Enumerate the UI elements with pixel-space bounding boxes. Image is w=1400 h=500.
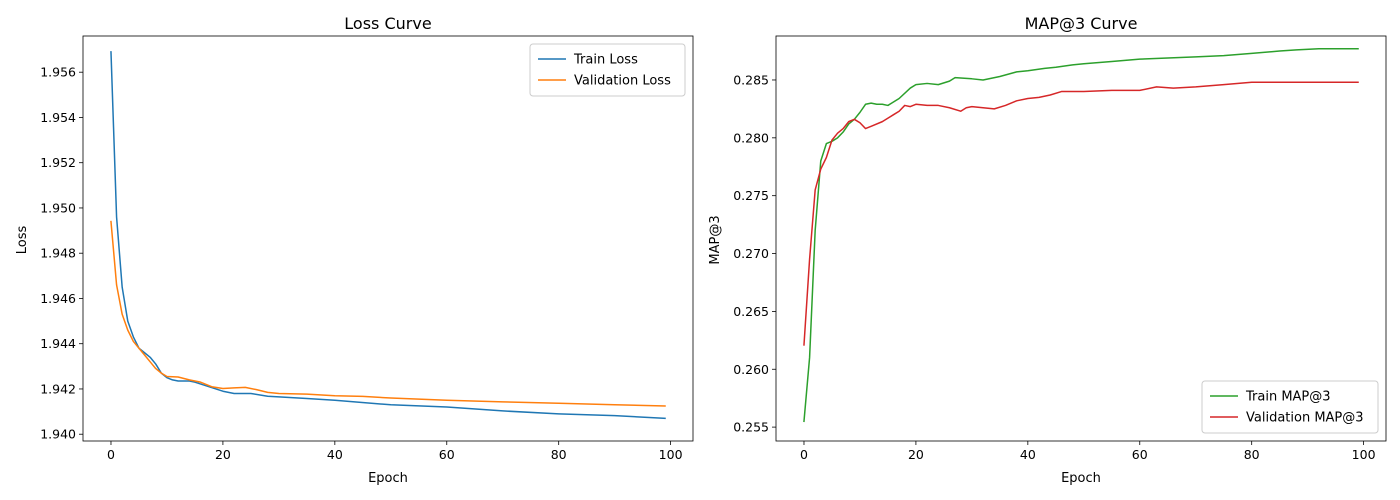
x-tick-label: 100 bbox=[659, 447, 683, 462]
x-tick-label: 20 bbox=[215, 447, 231, 462]
legend-label: Train MAP@3 bbox=[1245, 390, 1331, 405]
legend-box bbox=[529, 43, 686, 97]
y-tick-label: 0.275 bbox=[733, 188, 769, 203]
x-tick-label: 40 bbox=[327, 447, 343, 462]
x-tick-label: 60 bbox=[439, 447, 455, 462]
y-tick-label: 1.952 bbox=[40, 155, 76, 170]
x-tick-label: 40 bbox=[1020, 447, 1036, 462]
x-tick-label: 100 bbox=[1352, 447, 1376, 462]
x-tick-label: 80 bbox=[1244, 447, 1260, 462]
series-line-0 bbox=[110, 51, 666, 420]
chart-title: Loss Curve bbox=[344, 14, 431, 33]
y-tick-label: 1.956 bbox=[40, 65, 76, 80]
x-tick-label: 0 bbox=[800, 447, 808, 462]
x-axis-label: Epoch bbox=[1061, 471, 1101, 486]
legend: Train MAP@3 Validation MAP@3 bbox=[1201, 380, 1379, 434]
y-tick-label: 0.270 bbox=[733, 246, 769, 261]
legend-label: Validation MAP@3 bbox=[1246, 411, 1364, 426]
y-tick-label: 1.954 bbox=[40, 110, 76, 125]
plot-frame bbox=[775, 35, 1387, 442]
series-line-0 bbox=[803, 47, 1359, 423]
x-tick-label: 80 bbox=[551, 447, 567, 462]
legend-label: Validation Loss bbox=[574, 74, 671, 89]
series-line-1 bbox=[110, 220, 666, 407]
y-axis-label: MAP@3 bbox=[708, 215, 723, 264]
legend: Train Loss Validation Loss bbox=[529, 43, 686, 97]
y-tick-label: 1.950 bbox=[40, 200, 76, 215]
y-tick-label: 0.255 bbox=[733, 420, 769, 435]
legend-label: Train Loss bbox=[573, 53, 638, 68]
loss-curve-chart: Loss Curve Epoch Loss 0 20 40 60 80 100 1.940 1… bbox=[15, 14, 694, 486]
y-tick-label: 1.940 bbox=[40, 427, 76, 442]
x-tick-label: 0 bbox=[107, 447, 115, 462]
y-tick-label: 0.280 bbox=[733, 130, 769, 145]
y-tick-label: 1.946 bbox=[40, 291, 76, 306]
y-tick-label: 1.944 bbox=[40, 336, 76, 351]
x-axis-label: Epoch bbox=[368, 471, 408, 486]
y-tick-label: 1.948 bbox=[40, 246, 76, 261]
map3-curve-chart: MAP@3 Curve Epoch MAP@3 0 20 40 60 80 100 0.25… bbox=[708, 14, 1387, 486]
x-tick-label: 20 bbox=[908, 447, 924, 462]
y-axis-label: Loss bbox=[15, 226, 30, 255]
y-tick-label: 1.942 bbox=[40, 381, 76, 396]
x-tick-label: 60 bbox=[1132, 447, 1148, 462]
y-tick-label: 0.260 bbox=[733, 362, 769, 377]
plot-frame bbox=[82, 35, 694, 442]
legend-box bbox=[1201, 380, 1379, 434]
y-tick-label: 0.285 bbox=[733, 72, 769, 87]
y-tick-label: 0.265 bbox=[733, 304, 769, 319]
series-line-1 bbox=[803, 81, 1359, 346]
chart-title: MAP@3 Curve bbox=[1025, 14, 1138, 33]
